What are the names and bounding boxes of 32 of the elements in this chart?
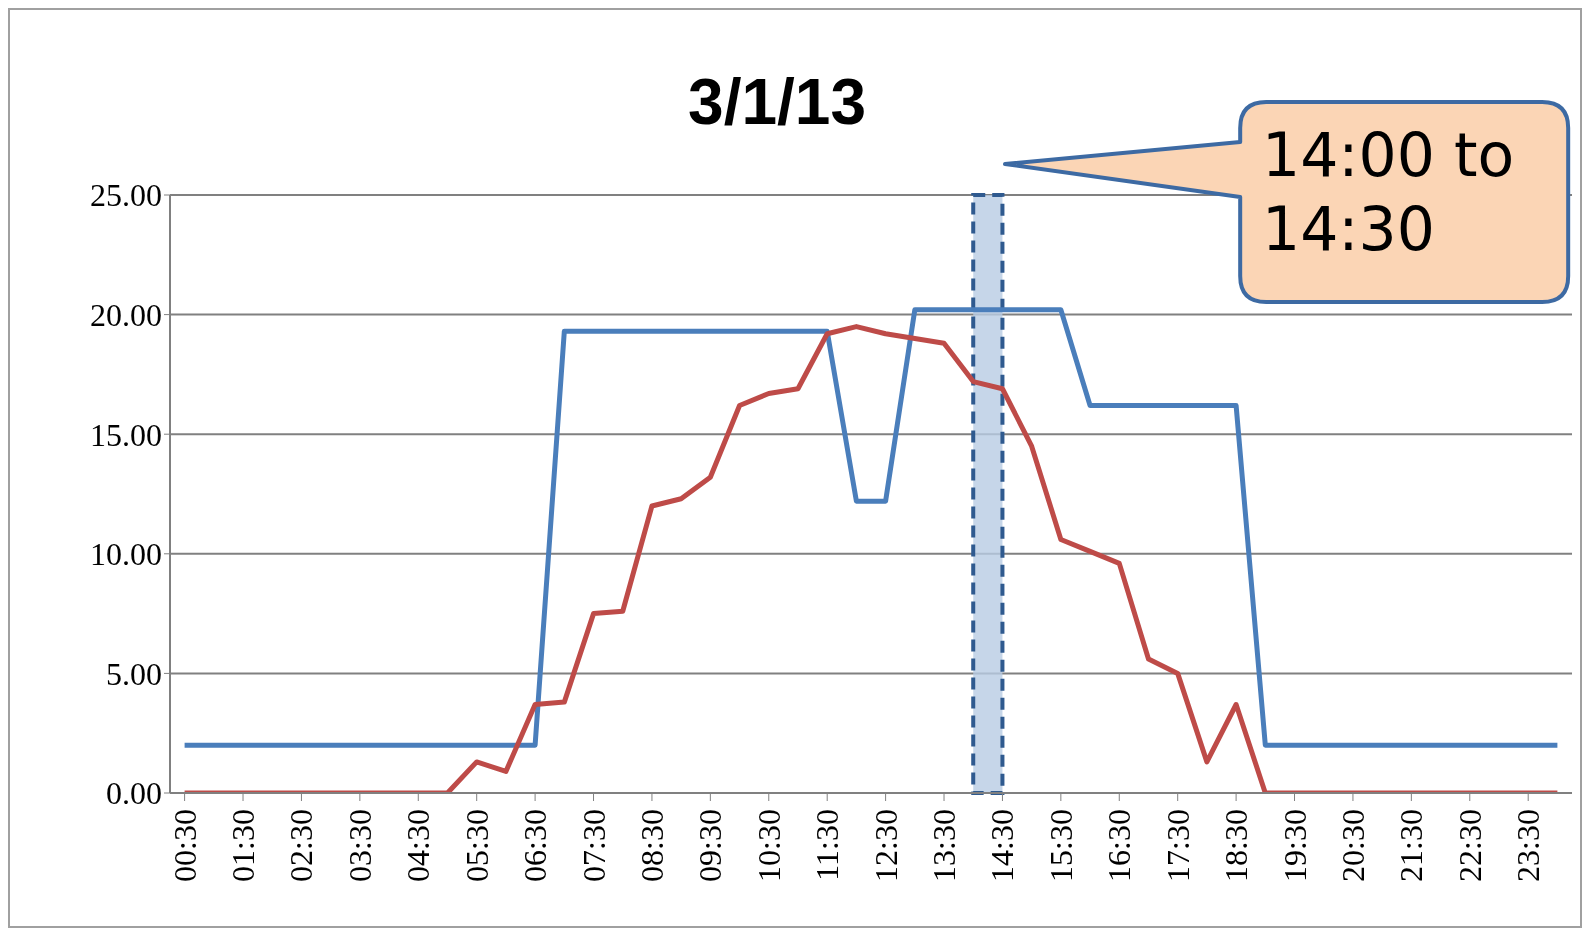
x-tick-label: 21:30 (1393, 809, 1430, 882)
x-tick-label: 11:30 (809, 809, 846, 881)
x-tick-label: 16:30 (1101, 809, 1138, 882)
y-tick-label: 10.00 (90, 536, 162, 573)
x-tick-label: 03:30 (341, 809, 378, 882)
x-tick-label: 18:30 (1218, 809, 1255, 882)
x-tick-label: 07:30 (575, 809, 612, 882)
x-tick-label: 14:30 (984, 809, 1021, 882)
x-tick-label: 12:30 (867, 809, 904, 882)
x-tick-label: 04:30 (400, 809, 437, 882)
y-tick-label: 25.00 (90, 177, 162, 214)
x-tick-label: 13:30 (926, 809, 963, 882)
x-tick-label: 00:30 (166, 809, 203, 882)
x-tick-label: 19:30 (1276, 809, 1313, 882)
x-tick-label: 05:30 (458, 809, 495, 882)
y-tick-label: 5.00 (106, 655, 162, 692)
x-tick-label: 02:30 (283, 809, 320, 882)
y-tick-label: 15.00 (90, 416, 162, 453)
x-tick-label: 22:30 (1451, 809, 1488, 882)
y-tick-label: 20.00 (90, 296, 162, 333)
x-tick-label: 09:30 (692, 809, 729, 882)
x-tick-label: 10:30 (750, 809, 787, 882)
x-tick-label: 17:30 (1159, 809, 1196, 882)
annotation: 14:00 to 14:30 (1261, 119, 1516, 266)
x-tick-label: 23:30 (1510, 809, 1547, 882)
x-tick-label: 01:30 (225, 809, 262, 882)
x-tick-label: 06:30 (517, 809, 554, 882)
y-tick-label: 0.00 (106, 775, 162, 812)
x-tick-label: 08:30 (633, 809, 670, 882)
x-tick-label: 20:30 (1334, 809, 1371, 882)
chart-title: 3/1/13 (688, 66, 866, 138)
x-tick-label: 15:30 (1042, 809, 1079, 882)
